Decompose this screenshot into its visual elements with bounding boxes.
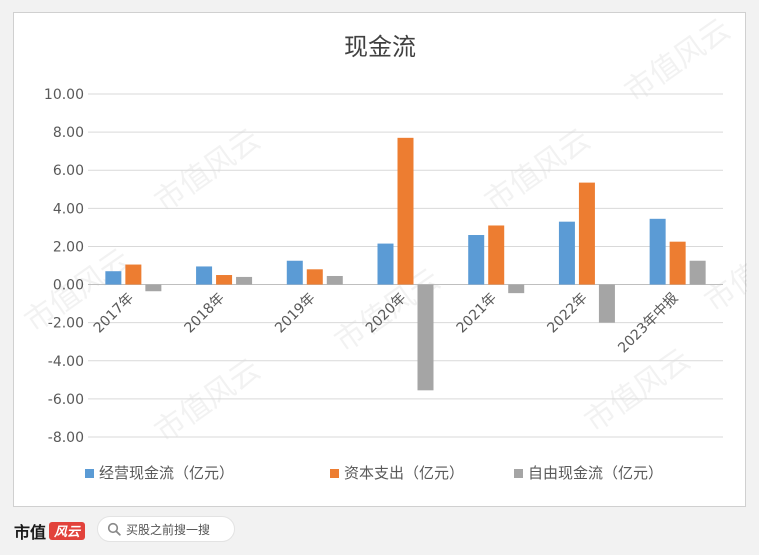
bar (125, 264, 142, 285)
watermark-text: 市值风云 (619, 13, 737, 110)
brand-logo[interactable]: 市值 风云 (14, 519, 86, 543)
legend-swatch (85, 469, 94, 478)
search-box[interactable]: 买股之前搜一搜 (97, 516, 235, 542)
x-tick-label: 2021年 (454, 290, 500, 336)
chart-card: 市值风云 市值风云 市值风云 市值风云 市值风云 市值风云 市值风云 市值风云 现金流 10.… (13, 12, 747, 507)
bar (468, 235, 485, 285)
bar (488, 225, 505, 285)
y-tick-label: 10.00 (44, 87, 84, 103)
x-tick-label: 2018年 (181, 290, 227, 336)
brand-text: 市值 (14, 523, 47, 542)
bar (105, 271, 122, 285)
footer: 市值 风云 买股之前搜一搜 (0, 507, 759, 555)
watermark-text: 市值风云 (699, 222, 747, 319)
bar (669, 241, 686, 285)
y-tick-label: 8.00 (53, 125, 84, 141)
legend-swatch (330, 469, 339, 478)
bar (286, 260, 303, 285)
bar (377, 243, 394, 285)
legend: 经营现金流（亿元） 资本支出（亿元） 自由现金流（亿元） (85, 464, 663, 482)
y-tick-label: 0.00 (53, 278, 84, 294)
bar (578, 182, 595, 285)
legend-label: 经营现金流（亿元） (99, 464, 234, 482)
y-tick-label: -4.00 (48, 354, 84, 370)
legend-label: 资本支出（亿元） (344, 464, 464, 482)
bar (598, 284, 615, 323)
bar (196, 266, 213, 285)
bar (649, 218, 666, 285)
bar (145, 284, 162, 292)
bars (105, 137, 706, 391)
bar (558, 221, 575, 285)
bar (326, 275, 343, 285)
bar (689, 260, 706, 285)
y-tick-label: -8.00 (48, 430, 84, 446)
search-icon (107, 522, 121, 536)
watermark-text: 市值风云 (149, 122, 267, 219)
bar (216, 275, 233, 285)
y-tick-label: 6.00 (53, 163, 84, 179)
bar (236, 276, 253, 285)
chart-title: 现金流 (344, 33, 416, 61)
y-tick-label: -2.00 (48, 316, 84, 332)
brand-logo-mark: 风云 (49, 522, 86, 540)
bar (417, 284, 434, 391)
y-tick-label: -6.00 (48, 392, 84, 408)
x-tick-label: 2019年 (272, 290, 318, 336)
legend-swatch (514, 469, 523, 478)
y-tick-label: 2.00 (53, 239, 84, 255)
x-tick-label: 2022年 (544, 290, 590, 336)
watermark-text: 市值风云 (579, 342, 697, 439)
bar (508, 284, 525, 294)
legend-label: 自由现金流（亿元） (528, 464, 663, 482)
y-axis-ticks: 10.00 8.00 6.00 4.00 2.00 0.00 -2.00 -4.00 -6.00… (44, 87, 84, 446)
search-placeholder: 买股之前搜一搜 (126, 522, 211, 537)
brand-logo-text: 风云 (53, 525, 82, 540)
watermark-text: 市值风云 (149, 352, 267, 449)
bar (397, 137, 414, 285)
bar (306, 269, 323, 285)
y-tick-label: 4.00 (53, 201, 84, 217)
